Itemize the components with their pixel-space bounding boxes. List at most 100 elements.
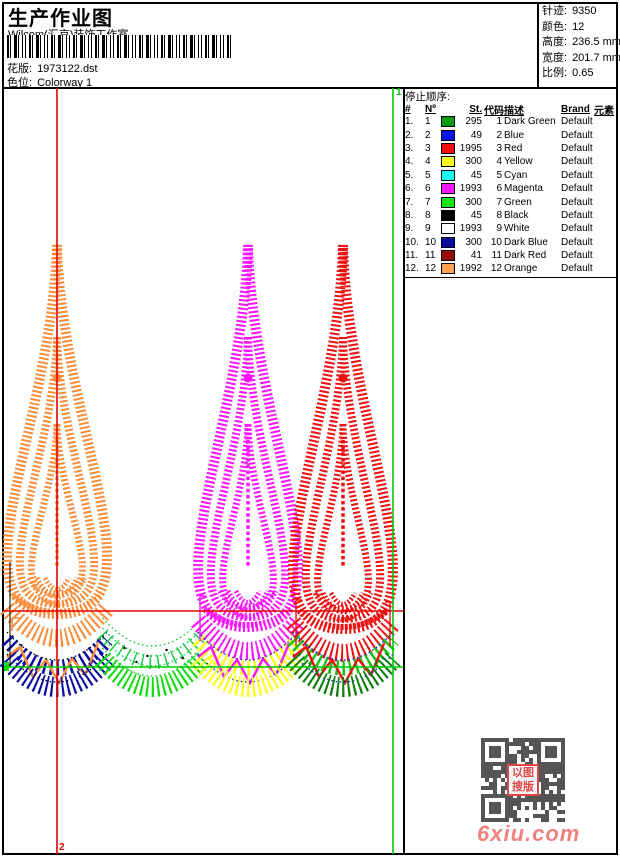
- row-index: 11.: [405, 250, 419, 262]
- table-row: 2. 2 49 2 Blue Default: [405, 128, 617, 141]
- column-header: 代码: [484, 106, 504, 117]
- needle-number: 4: [425, 156, 431, 168]
- start-marker: 1: [396, 87, 402, 98]
- row-index: 9.: [405, 223, 414, 235]
- column-header: Brand: [561, 104, 590, 115]
- colorway-label: 色位:: [7, 77, 33, 89]
- color-swatch: [441, 263, 459, 275]
- colorway-line: 色位: Colorway 1: [7, 74, 92, 90]
- thread-brand: Default: [561, 142, 593, 154]
- stat-height: 高度: 236.5 mm: [542, 36, 620, 49]
- row-index: 12.: [405, 263, 419, 275]
- stitch-count: 295: [465, 116, 482, 128]
- watermark-text: 6xiu.com: [477, 821, 581, 846]
- color-description: Dark Red: [504, 250, 547, 262]
- color-code: 12: [490, 263, 502, 275]
- page-title: 生产作业图: [8, 8, 113, 30]
- table-row: 11. 11 41 11 Dark Red Default: [405, 249, 617, 262]
- magenta-teardrop-motif: [190, 244, 306, 697]
- color-description: Magenta: [504, 183, 543, 195]
- end-marker: 2: [59, 842, 65, 853]
- barcode: [7, 35, 231, 58]
- color-code: 1: [496, 116, 502, 128]
- table-row: 4. 4 300 4 Yellow Default: [405, 155, 617, 168]
- design-stats: 针迹: 9350 颜色: 12 高度: 236.5 mm 宽度: 201.7 mm 比例…: [542, 4, 620, 82]
- table-row: 10. 10 300 10 Dark Blue Default: [405, 236, 617, 249]
- table-row: 8. 8 45 8 Black Default: [405, 209, 617, 222]
- thread-brand: Default: [561, 183, 593, 195]
- color-code: 3: [496, 142, 502, 154]
- column-header: Nº: [425, 104, 436, 115]
- row-index: 4.: [405, 156, 414, 168]
- colorway-value: Colorway 1: [37, 77, 93, 89]
- needle-number: 9: [425, 223, 431, 235]
- color-swatch: [441, 156, 459, 168]
- color-swatch: [441, 223, 459, 235]
- stitch-count: 45: [470, 209, 482, 221]
- stitch-count: 300: [465, 236, 482, 248]
- red-teardrop-motif: [285, 244, 401, 697]
- table-row: 9. 9 1993 9 White Default: [405, 222, 617, 235]
- row-index: 5.: [405, 169, 414, 181]
- pattern-file-line: 花版: 1973122.dst: [7, 60, 98, 76]
- color-code: 10: [490, 236, 502, 248]
- guide-lines: [4, 88, 403, 854]
- thread-brand: Default: [561, 236, 593, 248]
- color-swatch: [441, 250, 459, 262]
- stitch-count: 1993: [459, 183, 482, 195]
- color-code: 2: [496, 129, 502, 141]
- thread-brand: Default: [561, 156, 593, 168]
- color-code: 9: [496, 223, 502, 235]
- thread-brand: Default: [561, 129, 593, 141]
- stat-scale: 比例: 0.65: [542, 67, 594, 80]
- table-row: 1. 1 295 1 Dark Green Default: [405, 115, 617, 128]
- stitch-count: 41: [470, 250, 482, 262]
- stitch-count: 1993: [459, 223, 482, 235]
- table-row: 12. 12 1992 12 Orange Default: [405, 262, 617, 275]
- column-header: #: [405, 104, 411, 115]
- color-code: 7: [496, 196, 502, 208]
- color-swatch: [441, 116, 459, 128]
- table-row: 3. 3 1995 3 Red Default: [405, 142, 617, 155]
- table-row: 5. 5 45 5 Cyan Default: [405, 169, 617, 182]
- needle-number: 2: [425, 129, 431, 141]
- color-swatch: [441, 209, 459, 221]
- stat-stitches: 针迹: 9350: [542, 5, 597, 17]
- row-index: 7.: [405, 196, 414, 208]
- table-row: 6. 6 1993 6 Magenta Default: [405, 182, 617, 195]
- needle-number: 8: [425, 209, 431, 221]
- needle-number: 5: [425, 169, 431, 181]
- needle-number: 10: [425, 236, 437, 248]
- color-swatch: [441, 236, 459, 248]
- stitch-count: 45: [470, 169, 482, 181]
- stitch-count: 300: [465, 196, 482, 208]
- stitch-count: 1995: [459, 142, 482, 154]
- qr-stamp: 以图搜版: [507, 764, 539, 796]
- needle-number: 1: [425, 116, 431, 128]
- row-index: 8.: [405, 209, 414, 221]
- stop-table-title: 停止顺序:: [405, 91, 450, 103]
- color-swatch: [441, 142, 459, 154]
- stat-width: 宽度: 201.7 mm: [542, 51, 620, 64]
- green-ladder-motif: [95, 617, 210, 697]
- stat-colors: 颜色: 12: [542, 20, 585, 33]
- stitch-count: 1992: [459, 263, 482, 275]
- color-description: Blue: [504, 129, 525, 141]
- color-swatch: [441, 183, 459, 195]
- color-code: 8: [496, 209, 502, 221]
- stop-table-body: 1. 1 295 1 Dark Green Default 2. 2 49 2 Blue Defaul…: [405, 115, 617, 276]
- column-header: 元素: [594, 106, 614, 117]
- thread-brand: Default: [561, 223, 593, 235]
- thread-brand: Default: [561, 209, 593, 221]
- pattern-value: 1973122.dst: [37, 63, 98, 75]
- color-swatch: [441, 169, 459, 181]
- thread-brand: Default: [561, 196, 593, 208]
- needle-number: 7: [425, 196, 431, 208]
- color-description: Black: [504, 209, 529, 221]
- needle-number: 6: [425, 183, 431, 195]
- needle-number: 3: [425, 142, 431, 154]
- color-swatch: [441, 196, 459, 208]
